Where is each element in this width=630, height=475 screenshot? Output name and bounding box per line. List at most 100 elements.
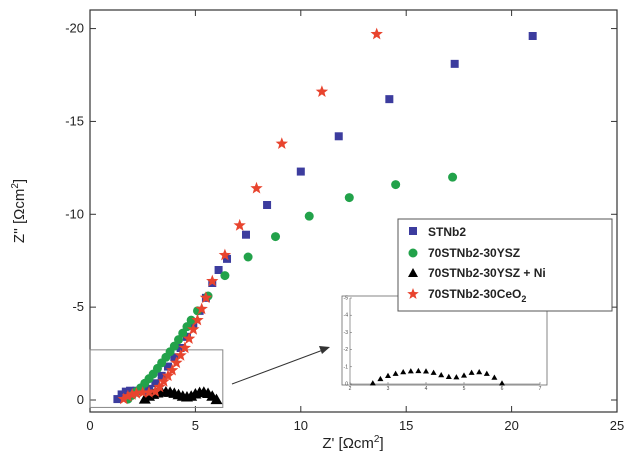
data-point [174,348,187,361]
legend: STNb2 70STNb2-30YSZ 70STNb2-30YSZ + Ni 7… [397,218,613,312]
data-point [334,132,343,141]
plot-frame [89,9,618,413]
inset-data-point [445,373,452,380]
data-point [385,95,394,104]
y-axis-label: Z'' [Ωcm2] [10,179,28,243]
inset-data-point [491,374,498,380]
data-point [166,363,179,376]
y-axis-label-end: ] [11,179,28,183]
data-point [296,167,305,176]
inset-data-point [483,370,490,376]
legend-label-ceo2: 70STNb2-30CeO2 [428,287,526,304]
zoom-box [89,349,224,408]
inset-y-tick-label: -5 [344,296,349,302]
inset-data-point [499,380,505,386]
data-point [161,369,175,382]
inset-data-point [461,372,467,378]
inset-ticks: 2 3 4 5 6 7 0 -1 -2 -3 -4 -5 [344,296,542,393]
legend-marker-stnb2 [409,227,417,235]
x-tick-label: 20 [504,418,518,433]
data-point [178,341,191,354]
data-point [448,172,458,182]
inset-x-tick-label: 5 [463,386,466,392]
data-point [163,362,172,371]
data-point [169,341,179,351]
series-layer [113,27,537,405]
inset-data-point [407,368,414,374]
data-point [233,218,246,231]
zoom-arrow-line [231,349,324,385]
zoom-arrow-head [319,346,330,354]
data-point [315,85,329,97]
data-point [218,248,232,261]
data-point [191,313,204,326]
legend-marker-ysz [408,248,418,258]
y-tick-label: 0 [77,392,84,407]
data-point [304,211,314,221]
inset-y-tick-label: -2 [344,347,349,353]
legend-label-ceo2-sub: 2 [521,294,526,304]
data-point [149,385,162,397]
data-point [214,266,223,274]
data-point [250,181,263,194]
legend-box [397,218,613,312]
data-point [157,371,166,380]
inset-data-point [392,370,399,376]
x-tick-label: 0 [86,418,93,433]
data-point [178,328,188,338]
inset-x-tick-label: 3 [387,386,390,392]
data-point [210,393,223,405]
data-point [220,271,230,281]
data-point [136,386,149,398]
inset-points [369,367,505,386]
inset-data-point [476,368,483,375]
data-point [153,380,166,393]
data-point [182,332,196,344]
legend-marker-ceo2 [407,288,419,299]
data-point [241,230,250,239]
data-point [121,387,130,396]
data-point [170,356,183,369]
y-axis-label-main: Z'' [Ωcm [11,189,28,243]
data-point [113,395,122,404]
x-axis-label-sup: 2 [374,434,380,445]
data-point [344,193,354,203]
legend-label-ysz: 70STNb2-30YSZ [428,246,520,260]
y-tick-label: -5 [72,299,84,314]
data-point [199,291,213,304]
data-point [195,302,208,315]
inset-x-tick-label: 2 [349,386,352,392]
inset-data-point [453,374,460,380]
data-point [126,387,139,400]
data-point [130,387,143,399]
inset-x-tick-label: 4 [425,386,428,392]
x-tick-label: 5 [192,418,199,433]
data-point [370,27,383,40]
series-3 [117,27,383,405]
y-axis-ticks: 0-5-10-15-20 [65,21,617,407]
x-axis-ticks: 0 5 10 15 20 25 [86,10,624,433]
data-point [275,137,288,149]
data-point [142,386,156,398]
data-point [157,374,170,387]
data-point [206,274,219,287]
inset-data-point [438,372,445,378]
inset-data-point [400,368,407,375]
inset-y-tick-label: -3 [344,330,349,336]
data-point [528,32,537,40]
data-point [151,379,160,388]
inset-data-point [423,368,429,374]
data-point [450,59,459,68]
legend-marker-ysz-ni [408,268,418,277]
data-point [117,390,126,399]
inset-data-point [377,375,384,382]
y-tick-label: -10 [65,206,84,221]
legend-label-ceo2-main: 70STNb2-30CeO [428,287,521,301]
data-point [243,252,253,262]
data-point [117,392,130,405]
data-point [187,322,200,335]
data-point [271,232,281,242]
legend-label-ysz-ni: 70STNb2-30YSZ + Ni [428,266,546,280]
data-point [186,315,196,325]
inset-data-point [468,369,475,375]
